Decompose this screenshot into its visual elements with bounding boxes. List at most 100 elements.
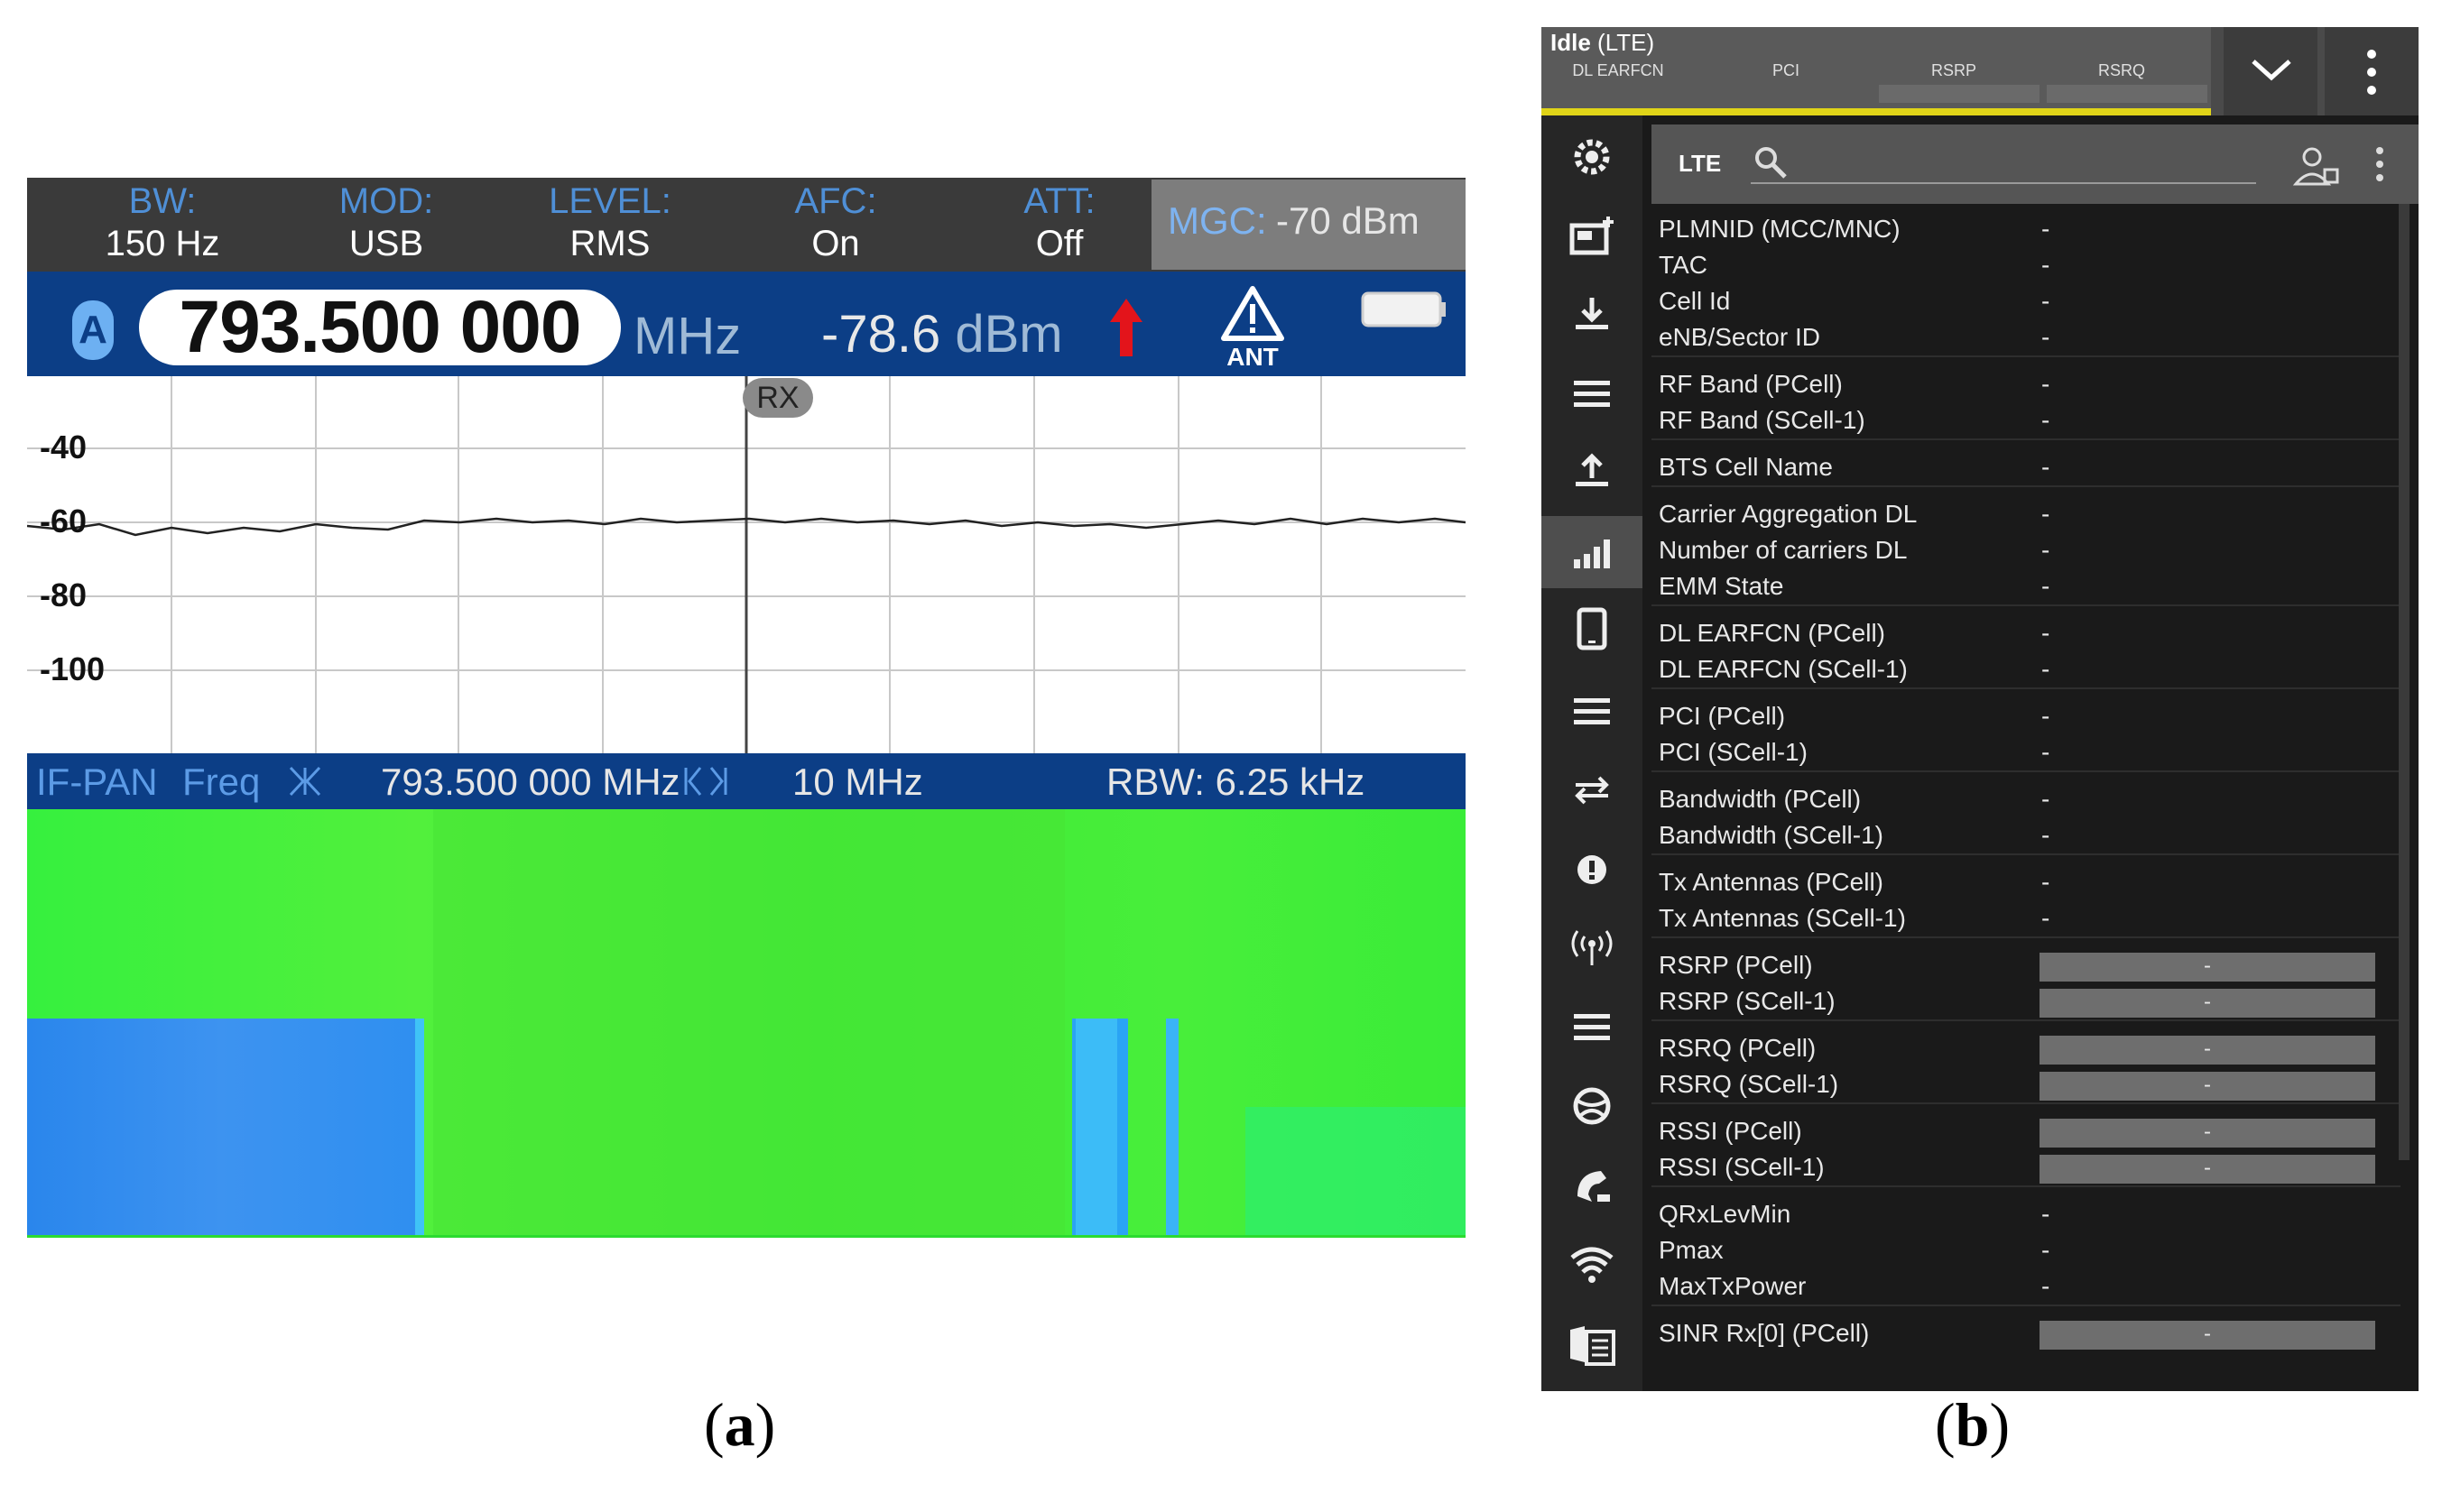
search-filter-label[interactable]: LTE — [1679, 150, 1722, 177]
level-setting[interactable]: LEVEL: RMS — [502, 178, 718, 272]
expand-button[interactable] — [2224, 27, 2317, 115]
parameter-label: RSRP (PCell) — [1659, 951, 1813, 979]
sidebar-item[interactable] — [1541, 594, 1642, 666]
parameter-value: - — [2041, 287, 2050, 315]
afc-setting[interactable]: AFC: On — [727, 178, 944, 272]
sidebar-item[interactable] — [1541, 675, 1642, 747]
search-icon[interactable] — [1753, 144, 1789, 180]
parameter-label: Tx Antennas (SCell-1) — [1659, 904, 1906, 932]
receiver-status-bar: BW: 150 Hz MOD: USB LEVEL: RMS AFC: On A… — [27, 178, 1466, 272]
ifpan-freq-label[interactable]: Freq — [182, 761, 261, 803]
ifpan-mode[interactable]: IF-PAN — [36, 761, 158, 803]
parameter-label: EMM State — [1659, 572, 1784, 600]
group-divider — [1651, 1305, 2400, 1306]
parameter-label: DL EARFCN (SCell-1) — [1659, 655, 1908, 683]
mgc-value: -70 dBm — [1276, 199, 1420, 242]
sidebar-item[interactable] — [1541, 1229, 1642, 1301]
overflow-menu-button[interactable] — [2325, 27, 2419, 115]
sidebar-item[interactable] — [1541, 280, 1642, 352]
alert-icon — [1577, 855, 1606, 884]
wifi-icon — [1570, 1247, 1614, 1283]
parameter-meter: - — [2040, 1072, 2375, 1101]
parameter-meter: - — [2040, 989, 2375, 1018]
parameter-label: Bandwidth (PCell) — [1659, 785, 1862, 813]
parameter-label: RSRP (SCell-1) — [1659, 987, 1836, 1015]
parameter-value: - — [2041, 821, 2050, 849]
antenna-warning[interactable]: ANT — [1216, 286, 1289, 373]
column-dl-earfcn: DL EARFCN — [1572, 61, 1664, 79]
sidebar-item[interactable] — [1541, 754, 1642, 826]
globe-icon — [1573, 1087, 1611, 1125]
waterfall-display[interactable] — [27, 809, 1466, 1238]
column-pci: PCI — [1771, 61, 1799, 79]
mod-value: USB — [348, 224, 424, 263]
mgc-label: MGC: — [1168, 199, 1267, 242]
spectrum-plot[interactable]: -40 -60 -80 -100 RX — [26, 376, 1466, 753]
waterfall-image — [27, 809, 1466, 1238]
parameter-label: QRxLevMin — [1659, 1200, 1791, 1228]
frequency-input[interactable]: 793.500 000 — [139, 290, 621, 365]
app-top-bar: Idle (LTE) DL EARFCN PCI RSRP RSRQ — [1541, 27, 2419, 115]
caption-a-letter: a — [724, 1390, 755, 1459]
sidebar-item[interactable] — [1541, 834, 1642, 906]
parameter-label: RF Band (SCell-1) — [1659, 406, 1865, 434]
parameter-value: - — [2041, 370, 2050, 398]
group-divider — [1651, 438, 2400, 440]
sidebar-item[interactable] — [1541, 911, 1642, 983]
more-vertical-icon[interactable] — [2373, 146, 2386, 182]
document-stack-icon — [1570, 1326, 1615, 1366]
parameter-value: - — [2041, 1236, 2050, 1264]
y-tick-label: -80 — [40, 576, 88, 613]
upload-icon — [1576, 453, 1608, 486]
frequency-unit: MHz — [634, 307, 742, 365]
header-underline — [1541, 108, 2211, 115]
channel-badge[interactable]: A — [72, 300, 114, 360]
group-divider — [1651, 853, 2400, 855]
parameter-value: - — [2041, 215, 2050, 243]
spectrum-trace — [26, 517, 1466, 537]
user-group-icon[interactable] — [2292, 146, 2339, 186]
y-tick-label: -100 — [40, 650, 106, 687]
parameter-value: - — [2041, 1272, 2050, 1300]
sidebar-item[interactable] — [1541, 1070, 1642, 1142]
summary-header[interactable]: Idle (LTE) DL EARFCN PCI RSRP RSRQ — [1541, 27, 2211, 115]
att-setting[interactable]: ATT: Off — [951, 178, 1168, 272]
parameter-label: Number of carriers DL — [1659, 536, 1908, 564]
phone-icon — [1577, 1171, 1610, 1202]
parameter-label: RSSI (SCell-1) — [1659, 1153, 1825, 1181]
search-bar: LTE — [1651, 124, 2419, 204]
group-divider — [1651, 485, 2400, 487]
parameter-label: Cell Id — [1659, 287, 1731, 315]
caption-b: (b) — [1935, 1390, 2011, 1459]
mod-setting[interactable]: MOD: USB — [278, 178, 495, 272]
parameter-value: - — [2041, 500, 2050, 528]
group-divider — [1651, 1185, 2400, 1187]
sidebar-item[interactable] — [1541, 357, 1642, 429]
center-arrows-icon — [289, 766, 321, 797]
parameter-label: BTS Cell Name — [1659, 453, 1833, 481]
parameter-value: - — [2041, 536, 2050, 564]
sidebar-item[interactable] — [1541, 1151, 1642, 1223]
menu-icon — [1574, 1014, 1610, 1040]
ifpan-rbw: RBW: 6.25 kHz — [1106, 761, 1365, 803]
parameter-label: PCI (PCell) — [1659, 702, 1786, 730]
sidebar-item[interactable] — [1541, 202, 1642, 274]
lte-parameter-list: PLMNID (MCC/MNC) - TAC - Cell Id - eNB/Sector … — [1651, 204, 2400, 1391]
sidebar-item[interactable] — [1541, 991, 1642, 1063]
sidebar-item[interactable] — [1541, 437, 1642, 509]
list-scrollbar[interactable] — [2399, 204, 2410, 1160]
mgc-setting[interactable]: MGC: -70 dBm — [1152, 180, 1466, 270]
search-input[interactable] — [1751, 182, 2256, 184]
parameter-value: - — [2041, 406, 2050, 434]
parameter-label: PCI (SCell-1) — [1659, 738, 1808, 766]
sidebar-item[interactable] — [1541, 121, 1642, 193]
signal-level-unit: dBm — [955, 305, 1063, 364]
rx-marker[interactable]: RX — [743, 378, 813, 418]
parameter-label: Bandwidth (SCell-1) — [1659, 821, 1883, 849]
group-divider — [1651, 604, 2400, 606]
bw-setting[interactable]: BW: 150 Hz — [54, 178, 271, 272]
sidebar-item[interactable] — [1541, 1308, 1642, 1380]
sidebar-item[interactable] — [1541, 516, 1642, 588]
level-up-arrow-icon — [1110, 299, 1142, 356]
parameter-label: Pmax — [1659, 1236, 1724, 1264]
